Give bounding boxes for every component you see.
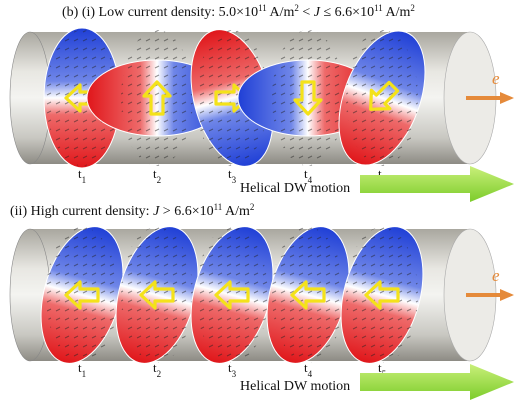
title-part: (ii) High current density: [10, 204, 153, 219]
current-label: e [492, 266, 500, 285]
title-part: > 6.6×10 [159, 204, 213, 219]
title-part: A/m [267, 5, 295, 20]
title-part: < [299, 5, 314, 20]
title-part: ≤ 6.6×10 [320, 5, 374, 20]
time-sub: 4 [308, 369, 313, 379]
time-label: t2 [153, 166, 161, 185]
title-part: 2 [250, 202, 255, 212]
time-label: t3 [228, 166, 237, 185]
title-part: 11 [214, 202, 223, 212]
panel-title: (ii) High current density: J > 6.6×1011 … [10, 202, 254, 219]
time-sub: 2 [157, 175, 162, 185]
motion-label: Helical DW motion [240, 379, 350, 394]
time-label: t1 [78, 166, 86, 185]
disc-spins [121, 227, 193, 363]
disc-spins [46, 227, 118, 363]
panel: (b) (i) Low current density: 5.0×1011 A/… [10, 3, 514, 202]
title-part: 11 [258, 3, 267, 13]
disc-spins [272, 30, 344, 166]
time-sub: 2 [157, 369, 162, 379]
current-label: e [492, 69, 500, 88]
title-part: A/m [383, 5, 411, 20]
disc-spins [272, 227, 344, 363]
title-part: A/m [222, 204, 250, 219]
figure: (b) (i) Low current density: 5.0×1011 A/… [0, 0, 521, 401]
panel-title: (b) (i) Low current density: 5.0×1011 A/… [62, 3, 415, 20]
panel: (ii) High current density: J > 6.6×1011 … [10, 202, 514, 400]
title-part: (b) (i) Low current density: 5.0×10 [62, 5, 258, 20]
title-part: 2 [410, 3, 415, 13]
time-sub: 1 [82, 369, 87, 379]
disc-spins [196, 227, 268, 363]
disc-spins [346, 30, 418, 166]
time-sub: 3 [232, 369, 237, 379]
motion-label: Helical DW motion [240, 181, 350, 196]
motion-arrow [360, 166, 514, 202]
time-sub: 1 [82, 175, 87, 185]
time-sub: 3 [232, 175, 237, 185]
disc-spins [346, 227, 418, 363]
disc-spins [121, 30, 193, 166]
title-part: 11 [374, 3, 383, 13]
